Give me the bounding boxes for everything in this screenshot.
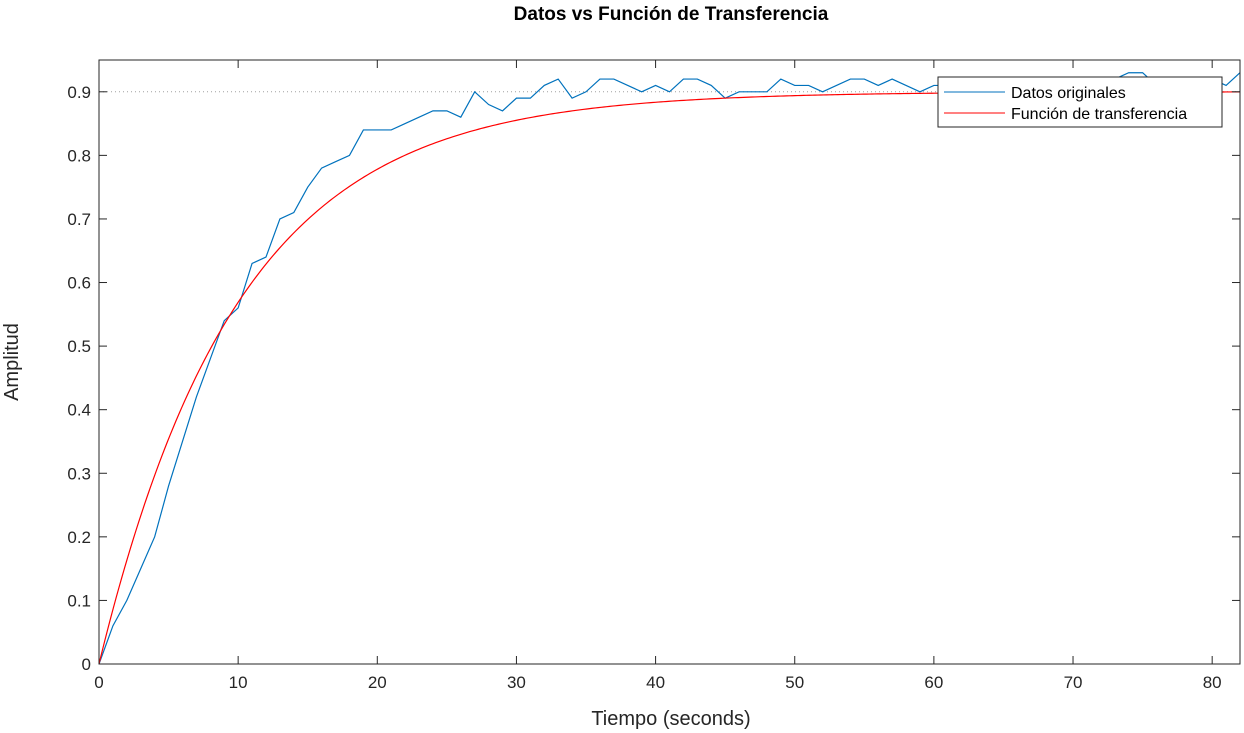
- legend-box: [937, 76, 1223, 128]
- x-tick-label: 50: [785, 673, 804, 692]
- x-tick-label: 10: [229, 673, 248, 692]
- legend: Datos originales Función de transferenci…: [937, 76, 1223, 128]
- axes-box: [98, 59, 1241, 665]
- y-tick-label: 0.2: [67, 528, 91, 547]
- x-tick-label: 60: [924, 673, 943, 692]
- series-funcion-transferencia: [98, 91, 1240, 665]
- y-tick-label: 0: [82, 655, 91, 674]
- legend-label-funcion: Función de transferencia: [1011, 106, 1187, 123]
- y-tick-label: 0.6: [67, 274, 91, 293]
- y-axis-label: Amplitud: [1, 323, 23, 401]
- series-datos-originales: [98, 72, 1241, 665]
- plot-area: [98, 72, 1241, 665]
- y-axis: 0 0.1 0.2 0.3 0.4 0.5 0.6 0.7 0.8 0.9: [67, 83, 1240, 674]
- x-tick-label: 80: [1203, 673, 1222, 692]
- x-axis-label: Tiempo (seconds): [591, 708, 750, 730]
- y-tick-label: 0.8: [67, 146, 91, 165]
- y-tick-label: 0.5: [67, 337, 91, 356]
- y-tick-label: 0.3: [67, 464, 91, 483]
- chart-title: Datos vs Función de Transferencia: [514, 4, 829, 25]
- x-axis: 0 10 20 30 40 50 60 70 80: [94, 60, 1222, 692]
- x-tick-label: 70: [1064, 673, 1083, 692]
- x-tick-label: 0: [94, 673, 103, 692]
- x-tick-label: 40: [646, 673, 665, 692]
- legend-label-datos: Datos originales: [1011, 85, 1126, 102]
- y-tick-label: 0.4: [67, 401, 91, 420]
- x-tick-label: 20: [368, 673, 387, 692]
- x-tick-label: 30: [507, 673, 526, 692]
- y-tick-label: 0.7: [67, 210, 91, 229]
- y-tick-label: 0.9: [67, 83, 91, 102]
- y-tick-label: 0.1: [67, 591, 91, 610]
